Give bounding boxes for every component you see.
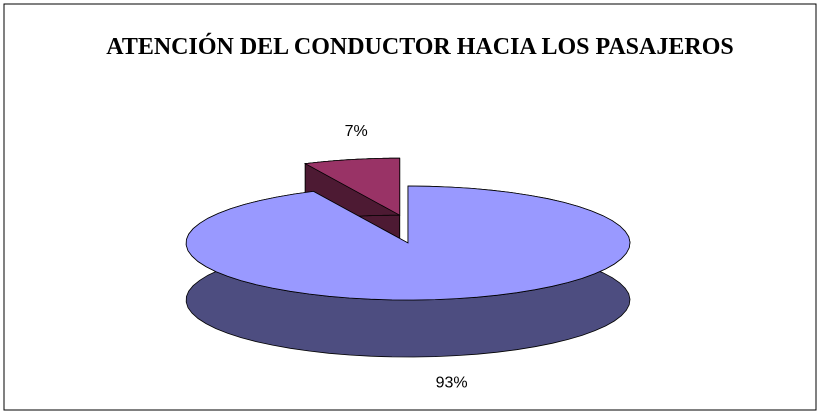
data-label: 7% [345, 123, 368, 140]
chart-title: ATENCIÓN DEL CONDUCTOR HACIA LOS PASAJER… [106, 33, 733, 60]
slice-top [303, 157, 401, 216]
slice-top [185, 185, 631, 301]
data-label: 93% [436, 375, 468, 392]
slice [185, 185, 631, 358]
